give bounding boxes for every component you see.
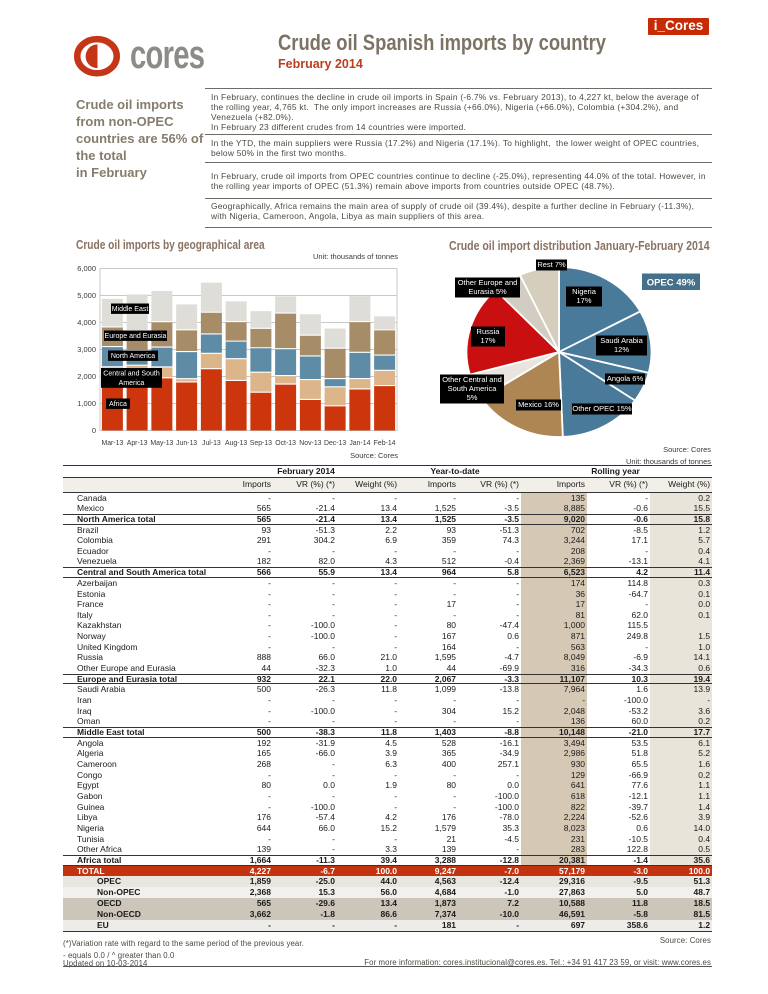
svg-text:1,000: 1,000 (77, 399, 96, 408)
svg-text:Oct-13: Oct-13 (275, 440, 296, 447)
svg-text:Central and South: Central and South (103, 371, 160, 378)
svg-text:Sep-13: Sep-13 (250, 440, 272, 447)
svg-text:Jul-13: Jul-13 (202, 440, 221, 447)
svg-text:Rest 7%: Rest 7% (537, 260, 566, 269)
svg-text:Nov-13: Nov-13 (299, 440, 321, 447)
svg-text:Middle East: Middle East (112, 306, 149, 313)
svg-text:Mar-13: Mar-13 (101, 440, 123, 447)
svg-text:12%: 12% (614, 345, 629, 354)
svg-text:America: America (119, 380, 145, 387)
svg-text:2,000: 2,000 (77, 372, 96, 381)
svg-text:OPEC 49%: OPEC 49% (647, 277, 696, 288)
svg-text:Nigeria: Nigeria (572, 287, 597, 296)
svg-text:Africa: Africa (109, 401, 127, 408)
svg-text:South America: South America (448, 384, 498, 393)
svg-text:3,000: 3,000 (77, 345, 96, 354)
svg-text:Mexico 16%: Mexico 16% (518, 400, 559, 409)
svg-text:Feb-14: Feb-14 (374, 440, 396, 447)
svg-text:Aug-13: Aug-13 (225, 440, 247, 447)
svg-text:17%: 17% (480, 336, 495, 345)
svg-text:Saudi Arabia: Saudi Arabia (600, 336, 643, 345)
svg-text:6,000: 6,000 (77, 264, 96, 273)
svg-text:May-13: May-13 (150, 440, 173, 447)
svg-text:5,000: 5,000 (77, 291, 96, 300)
svg-text:17%: 17% (576, 296, 591, 305)
svg-text:Other Central and: Other Central and (442, 375, 502, 384)
svg-text:Other OPEC 15%: Other OPEC 15% (572, 404, 632, 413)
svg-text:4,000: 4,000 (77, 318, 96, 327)
svg-text:Jun-13: Jun-13 (176, 440, 197, 447)
svg-text:Europe and Eurasia: Europe and Eurasia (105, 333, 167, 340)
svg-text:Angola 6%: Angola 6% (607, 374, 644, 383)
svg-text:Dec-13: Dec-13 (324, 440, 346, 447)
svg-text:North America: North America (111, 353, 155, 360)
svg-text:Eurasia 5%: Eurasia 5% (468, 287, 507, 296)
svg-text:Russia: Russia (477, 327, 501, 336)
svg-text:Other Europe and: Other Europe and (458, 278, 518, 287)
svg-text:Apr-13: Apr-13 (127, 440, 148, 447)
svg-text:5%: 5% (467, 393, 478, 402)
svg-text:Jan-14: Jan-14 (349, 440, 370, 447)
svg-text:0: 0 (92, 426, 96, 435)
